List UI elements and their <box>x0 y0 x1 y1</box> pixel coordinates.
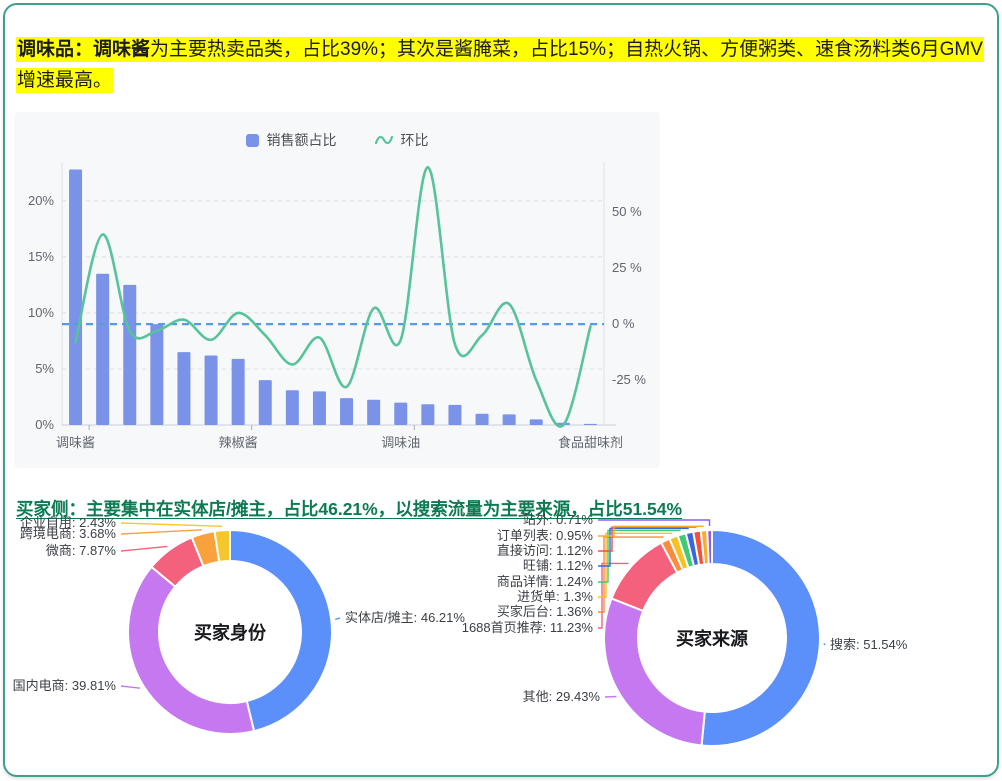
pie-slice-label: 站外: 0.71% <box>523 512 594 527</box>
sales-bar-line-chart: 0% 5% 10% 15% 20% -25 % 0 % 25 % 50 % 调味酱 辣椒酱 调味油 食品… <box>28 162 646 450</box>
headline-rest: 为主要热卖品类，占比39%；其次是酱腌菜，占比15%；自热火锅、方便粥类、速食汤… <box>17 39 983 91</box>
pie-leader-line <box>598 527 689 567</box>
pie-slice-label: 企业自用: 2.43% <box>20 515 117 530</box>
bar[interactable] <box>204 355 218 425</box>
x-axis-category-label: 调味油 <box>381 435 420 450</box>
bar[interactable] <box>421 404 435 425</box>
pie-leader-line <box>598 525 704 537</box>
right-axis-tick-label: 25 % <box>612 260 642 275</box>
bar[interactable] <box>394 402 408 425</box>
pie-slice-label: 搜索: 51.54% <box>830 637 908 652</box>
bar[interactable] <box>529 419 543 425</box>
pie-slice[interactable] <box>706 528 713 566</box>
bar[interactable] <box>312 391 326 425</box>
bar[interactable] <box>475 413 489 425</box>
category-sales-chart-card: 销售额占比 环比 0% 5% 10% 15% 20% -25 % 0 % 25 % 50 % 调味… <box>14 112 660 468</box>
buyer-side-subheadline: 买家侧：主要集中在实体店/摊主，占比46.21%，以搜索流量为主要来源，占比51… <box>16 498 683 519</box>
left-axis-tick-label: 5% <box>35 361 54 376</box>
pie-leader-line <box>335 617 341 621</box>
bar[interactable] <box>231 358 245 425</box>
pie-slice-label: 1688首页推荐: 11.23% <box>462 620 594 635</box>
right-axis-tick-label: 0 % <box>612 316 635 331</box>
left-axis-tick-label: 0% <box>35 417 54 432</box>
pie-slice-label: 买家后台: 1.36% <box>497 604 594 619</box>
donut-charts-row: 实体店/摊主: 46.21% 国内电商: 39.81% 微商: 7.87% 跨境电商:… <box>13 506 986 778</box>
pie-leader-line <box>604 695 617 698</box>
legend-item-mom[interactable]: 环比 <box>374 130 429 150</box>
x-axis-category-label: 辣椒酱 <box>219 435 258 450</box>
legend-label-mom: 环比 <box>400 132 429 148</box>
pie-slice[interactable] <box>127 565 256 735</box>
pie-leader-line <box>598 526 697 552</box>
pie-slice[interactable] <box>229 528 333 733</box>
pie-leader-line <box>598 529 681 583</box>
line-series-swatch <box>374 135 393 145</box>
bar[interactable] <box>583 423 597 425</box>
donut-center-title: 买家身份 <box>194 622 267 643</box>
pie-leader-line <box>823 643 826 646</box>
pie-leader-line <box>598 519 711 527</box>
bar[interactable] <box>448 404 462 425</box>
chart-legend: 销售额占比 环比 <box>14 112 660 152</box>
pie-leader-line <box>598 536 664 613</box>
x-axis-category-label: 调味酱 <box>56 435 95 450</box>
bar[interactable] <box>340 398 354 425</box>
pie-slice[interactable] <box>213 528 231 563</box>
pie-slice-label: 国内电商: 39.81% <box>13 678 117 693</box>
page-content: 调味品：调味酱为主要热卖品类，占比39%；其次是酱腌菜，占比15%；自热火锅、方… <box>13 0 988 781</box>
bar[interactable] <box>123 284 137 425</box>
bar[interactable] <box>258 380 272 425</box>
bar[interactable] <box>367 399 381 425</box>
pie-leader-line <box>120 685 141 689</box>
left-axis-tick-label: 15% <box>28 249 54 264</box>
pie-slice-label: 直接访问: 1.12% <box>497 543 594 558</box>
pie-slice-label: 跨境电商: 3.68% <box>20 526 117 541</box>
mom-line[interactable] <box>74 165 592 428</box>
bar[interactable] <box>69 169 83 425</box>
pie-slice-label: 微商: 7.87% <box>46 543 117 558</box>
buyer-source-donut-chart: 搜索: 51.54% 其他: 29.43% 1688首页推荐: 11.23%买家后台… <box>462 512 908 747</box>
pie-slice-label: 其他: 29.43% <box>523 689 601 704</box>
x-axis-category-label: 食品甜味剂 <box>558 435 623 450</box>
donut-center-title: 买家来源 <box>676 628 748 649</box>
pie-leader-line <box>598 562 629 629</box>
legend-item-sales-share[interactable]: 销售额占比 <box>245 130 337 150</box>
pie-slice-label: 实体店/摊主: 46.21% <box>345 610 465 625</box>
pie-slice-label: 订单列表: 0.95% <box>497 528 594 543</box>
headline-bold: 调味品：调味酱 <box>17 39 151 60</box>
pie-leader-line <box>120 522 222 528</box>
left-axis-tick-label: 20% <box>28 193 54 208</box>
bar-series-swatch <box>245 133 259 147</box>
right-axis-tick-label: 50 % <box>612 204 642 219</box>
pie-slice[interactable] <box>700 528 821 747</box>
pie-leader-line <box>598 532 673 598</box>
pie-slice-label: 旺铺: 1.12% <box>523 558 594 573</box>
bar[interactable] <box>150 324 164 425</box>
bar[interactable] <box>285 390 299 425</box>
pie-slice[interactable] <box>603 597 706 747</box>
bar[interactable] <box>177 352 191 425</box>
headline: 调味品：调味酱为主要热卖品类，占比39%；其次是酱腌菜，占比15%；自热火锅、方… <box>16 35 988 97</box>
bar[interactable] <box>96 273 110 425</box>
pie-leader-line <box>120 529 202 535</box>
left-axis-tick-label: 10% <box>28 305 54 320</box>
pie-slice-label: 商品详情: 1.24% <box>497 574 594 589</box>
buyer-identity-donut-chart: 实体店/摊主: 46.21% 国内电商: 39.81% 微商: 7.87% 跨境电商:… <box>13 515 465 735</box>
right-axis-tick-label: -25 % <box>612 372 646 387</box>
legend-label-sales-share: 销售额占比 <box>266 132 337 148</box>
pie-slice-label: 进货单: 1.3% <box>517 589 593 604</box>
bar[interactable] <box>502 414 516 425</box>
pie-leader-line <box>120 545 168 552</box>
